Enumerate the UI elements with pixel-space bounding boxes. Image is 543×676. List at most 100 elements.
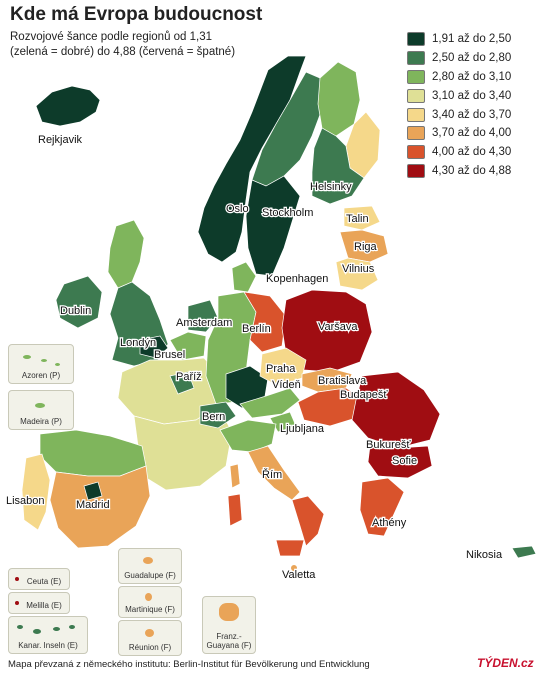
city-label-rejkjavik: Rejkjavik bbox=[38, 134, 83, 146]
island-shape bbox=[143, 557, 153, 564]
region-netherlands bbox=[187, 299, 219, 333]
inset-guayana: Franz.- Guayana (F) bbox=[202, 596, 256, 654]
city-label-riga: Riga bbox=[354, 241, 378, 253]
region-spain-north bbox=[39, 429, 147, 477]
island-shape bbox=[69, 625, 75, 629]
city-label-ljubljana: Ljubljana bbox=[280, 423, 325, 435]
map-subtitle: Rozvojové šance podle regionů od 1,31 (z… bbox=[10, 30, 310, 60]
region-bulgaria bbox=[367, 445, 433, 479]
legend-item: 3,40 až do 3,70 bbox=[407, 105, 511, 124]
legend-swatch bbox=[407, 51, 425, 66]
subtitle-line-1: Rozvojové šance podle regionů od 1,31 bbox=[10, 31, 213, 43]
region-austria bbox=[239, 387, 301, 419]
subtitle-line-2: (zelená = dobré) do 4,88 (červená = špat… bbox=[10, 46, 236, 58]
island-shape bbox=[145, 593, 152, 601]
inset-label-reunion: Réunion (F) bbox=[128, 643, 172, 652]
region-italy-center bbox=[247, 445, 301, 501]
region-belgium bbox=[169, 331, 207, 361]
city-label-bern: Bern bbox=[202, 411, 225, 423]
island-shape bbox=[35, 403, 45, 408]
island-shape bbox=[145, 629, 154, 637]
city-label-lisabon: Lisabon bbox=[6, 495, 45, 507]
legend-item: 1,91 až do 2,50 bbox=[407, 30, 511, 49]
legend: 1,91 až do 2,50 2,50 až do 2,80 2,80 až do… bbox=[407, 30, 511, 180]
region-germany-east bbox=[243, 291, 287, 353]
city-label-madrid: Madrid bbox=[76, 499, 110, 511]
region-iceland bbox=[35, 85, 101, 127]
region-sweden-north bbox=[251, 71, 325, 187]
region-sicily bbox=[275, 539, 305, 557]
city-label-bratislava: Bratislava bbox=[318, 375, 367, 387]
region-sardinia bbox=[227, 493, 243, 527]
inset-ceuta: Ceuta (E) bbox=[8, 568, 70, 590]
city-label-brusel: Brusel bbox=[154, 349, 185, 361]
region-madrid bbox=[83, 481, 103, 501]
region-estonia bbox=[343, 205, 381, 231]
legend-label: 2,80 až do 3,10 bbox=[432, 70, 512, 83]
legend-item: 2,80 až do 3,10 bbox=[407, 68, 511, 87]
legend-swatch bbox=[407, 69, 425, 84]
region-greece bbox=[359, 477, 405, 537]
city-label-dublin: Dublin bbox=[60, 305, 91, 317]
region-poland bbox=[281, 289, 373, 373]
legend-item: 4,00 až do 4,30 bbox=[407, 143, 511, 162]
region-sweden-south bbox=[245, 175, 301, 277]
island-shape bbox=[17, 625, 23, 629]
inset-melilla: Melilla (E) bbox=[8, 592, 70, 614]
city-label-rim: Řím bbox=[262, 468, 282, 481]
region-switzerland bbox=[199, 401, 237, 429]
island-shape bbox=[41, 359, 47, 362]
city-label-praha: Praha bbox=[266, 363, 296, 375]
legend-swatch bbox=[407, 88, 425, 103]
city-label-valetta: Valetta bbox=[282, 569, 316, 581]
inset-label-kanar: Kanar. Inseln (E) bbox=[18, 641, 78, 650]
region-lithuania bbox=[335, 257, 379, 291]
region-denmark bbox=[231, 261, 257, 293]
island-shape bbox=[23, 355, 31, 359]
city-label-bukurest: Bukurešť bbox=[366, 439, 411, 451]
inset-label-melilla: Melilla (E) bbox=[26, 601, 62, 610]
region-finland-south bbox=[311, 127, 365, 205]
city-label-budapest: Budapešť bbox=[340, 389, 388, 401]
region-italy-north bbox=[219, 419, 277, 453]
island-shape bbox=[219, 603, 239, 621]
legend-swatch bbox=[407, 107, 425, 122]
legend-swatch bbox=[407, 145, 425, 160]
legend-label: 4,30 až do 4,88 bbox=[432, 164, 512, 177]
region-london bbox=[139, 335, 169, 359]
city-label-varsava: Varšava bbox=[318, 321, 358, 333]
island-shape bbox=[55, 363, 60, 366]
legend-swatch bbox=[407, 163, 425, 178]
inset-azoren: Azoren (P) bbox=[8, 344, 74, 384]
inset-madeira: Madeira (P) bbox=[8, 390, 74, 430]
tyden-logo[interactable]: TÝDEN.cz bbox=[477, 656, 534, 670]
region-ireland bbox=[55, 275, 103, 329]
legend-item: 4,30 až do 4,88 bbox=[407, 162, 511, 181]
inset-label-guadalupe: Guadalupe (F) bbox=[124, 571, 176, 580]
city-label-viden: Vídeň bbox=[272, 379, 301, 391]
region-corsica bbox=[229, 463, 241, 489]
region-spain-south bbox=[49, 465, 151, 549]
region-cyprus bbox=[511, 545, 537, 559]
island-shape bbox=[33, 629, 41, 634]
legend-item: 2,50 až do 2,80 bbox=[407, 49, 511, 68]
inset-kanar: Kanar. Inseln (E) bbox=[8, 616, 88, 654]
region-portugal bbox=[21, 453, 51, 531]
region-paris bbox=[169, 371, 195, 395]
inset-reunion: Réunion (F) bbox=[118, 620, 182, 656]
city-label-sofie: Sofie bbox=[392, 455, 417, 467]
island-shape bbox=[53, 627, 60, 631]
city-label-oslo: Oslo bbox=[226, 203, 249, 215]
legend-swatch bbox=[407, 32, 425, 47]
region-romania bbox=[351, 371, 441, 449]
city-label-londyn: Londýn bbox=[120, 337, 156, 349]
inset-label-guayana: Franz.- Guayana (F) bbox=[203, 632, 255, 650]
inset-guadalupe: Guadalupe (F) bbox=[118, 548, 182, 584]
inset-label-guayana-line-1: Franz.- bbox=[216, 632, 242, 641]
map-title: Kde má Evropa budoucnost bbox=[10, 4, 263, 25]
city-label-amsterdam: Amsterdam bbox=[176, 317, 232, 329]
legend-label: 1,91 až do 2,50 bbox=[432, 33, 512, 46]
inset-label-guayana-line-2: Guayana (F) bbox=[206, 641, 252, 650]
legend-swatch bbox=[407, 126, 425, 141]
